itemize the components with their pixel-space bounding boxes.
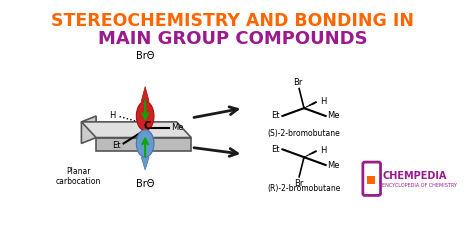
Text: C: C	[144, 121, 151, 131]
Text: ENCYCLOPEDIA OF CHEMISTRY: ENCYCLOPEDIA OF CHEMISTRY	[383, 183, 457, 188]
Text: Br: Br	[293, 78, 303, 87]
Polygon shape	[96, 138, 191, 151]
Text: H: H	[320, 97, 326, 106]
Text: Br: Br	[294, 179, 304, 188]
Text: Et: Et	[271, 112, 280, 121]
Text: CHEMPEDIA: CHEMPEDIA	[383, 171, 447, 181]
Text: Me: Me	[328, 112, 340, 121]
Polygon shape	[82, 116, 96, 143]
Ellipse shape	[137, 101, 154, 131]
Polygon shape	[82, 122, 191, 138]
Text: MAIN GROUP COMPOUNDS: MAIN GROUP COMPOUNDS	[98, 30, 367, 48]
Text: BrΘ: BrΘ	[136, 51, 155, 61]
Text: Me: Me	[328, 161, 340, 170]
Text: Me: Me	[171, 123, 183, 132]
Text: Planar
carbocation: Planar carbocation	[56, 167, 101, 186]
Text: (S)-2-bromobutane: (S)-2-bromobutane	[268, 129, 340, 138]
Text: BrΘ: BrΘ	[136, 179, 155, 189]
Text: H: H	[109, 112, 116, 121]
Polygon shape	[141, 157, 149, 170]
FancyBboxPatch shape	[367, 176, 374, 184]
Polygon shape	[141, 87, 149, 101]
Text: H: H	[320, 146, 326, 155]
Text: STEREOCHEMISTRY AND BONDING IN: STEREOCHEMISTRY AND BONDING IN	[51, 12, 414, 30]
Ellipse shape	[137, 130, 154, 157]
Text: Et: Et	[271, 145, 280, 154]
Text: Et: Et	[112, 141, 120, 150]
Text: (R)-2-bromobutane: (R)-2-bromobutane	[267, 184, 341, 193]
